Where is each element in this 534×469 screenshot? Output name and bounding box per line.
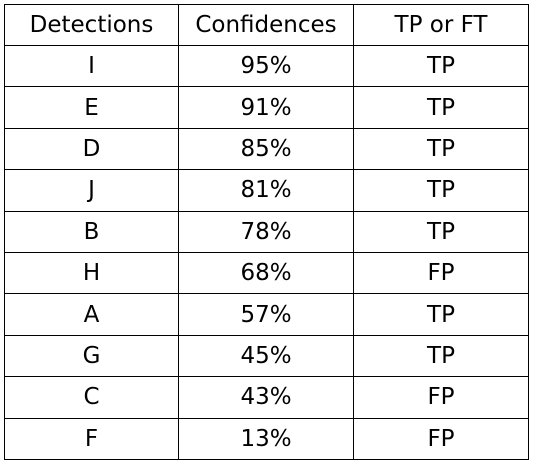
- result-cell: FP: [353, 376, 529, 419]
- table-row: G 45% TP: [4, 334, 529, 378]
- confidence-cell: 85%: [178, 127, 354, 171]
- confidence-cell: 91%: [178, 86, 354, 129]
- result-cell: TP: [353, 86, 529, 129]
- result-cell: TP: [353, 293, 529, 336]
- result-cell: TP: [353, 44, 529, 88]
- detections-table-container: Detections Confidences TP or FT I 95% TP…: [4, 4, 529, 460]
- result-cell: TP: [353, 210, 529, 253]
- detection-cell: I: [4, 44, 179, 88]
- result-cell: FP: [353, 417, 529, 460]
- detection-cell: J: [4, 169, 179, 212]
- table-row: H 68% FP: [4, 251, 529, 295]
- header-row: Detections Confidences TP or FT: [4, 4, 529, 46]
- table-row: C 43% FP: [4, 376, 529, 419]
- detection-cell: G: [4, 334, 179, 378]
- header-tp-or-ft: TP or FT: [353, 4, 529, 46]
- table-row: B 78% TP: [4, 210, 529, 253]
- header-detections: Detections: [4, 4, 179, 46]
- result-cell: TP: [353, 169, 529, 212]
- table-row: I 95% TP: [4, 44, 529, 88]
- result-cell: TP: [353, 334, 529, 378]
- detection-cell: H: [4, 251, 179, 295]
- result-cell: TP: [353, 127, 529, 171]
- header-confidences: Confidences: [178, 4, 354, 46]
- confidence-cell: 13%: [178, 417, 354, 460]
- detection-cell: A: [4, 293, 179, 336]
- confidence-cell: 43%: [178, 376, 354, 419]
- detection-cell: B: [4, 210, 179, 253]
- confidence-cell: 68%: [178, 251, 354, 295]
- table-row: D 85% TP: [4, 127, 529, 171]
- table-row: A 57% TP: [4, 293, 529, 336]
- table-row: J 81% TP: [4, 169, 529, 212]
- detection-cell: C: [4, 376, 179, 419]
- detection-cell: D: [4, 127, 179, 171]
- confidence-cell: 81%: [178, 169, 354, 212]
- detection-cell: F: [4, 417, 179, 460]
- confidence-cell: 57%: [178, 293, 354, 336]
- confidence-cell: 95%: [178, 44, 354, 88]
- detections-table: Detections Confidences TP or FT I 95% TP…: [4, 4, 529, 460]
- table-row: E 91% TP: [4, 86, 529, 129]
- confidence-cell: 45%: [178, 334, 354, 378]
- detection-cell: E: [4, 86, 179, 129]
- result-cell: FP: [353, 251, 529, 295]
- table-row: F 13% FP: [4, 417, 529, 460]
- confidence-cell: 78%: [178, 210, 354, 253]
